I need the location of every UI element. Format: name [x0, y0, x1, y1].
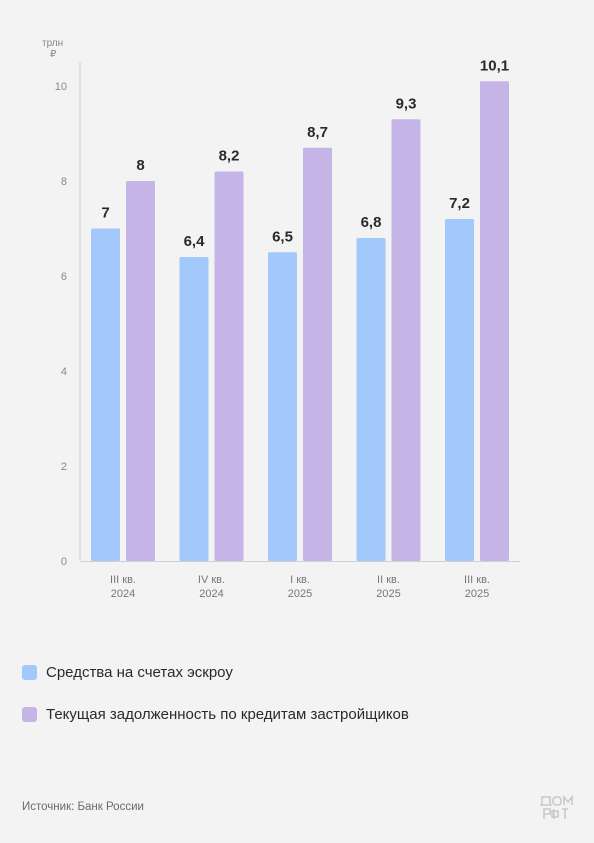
data-label: 6,4: [184, 233, 206, 250]
y-tick-label: 10: [55, 81, 67, 93]
x-tick-label-year: 2025: [376, 588, 400, 600]
data-label: 7: [101, 205, 109, 222]
legend-label-escrow: Средства на счетах эскроу: [46, 663, 233, 681]
y-unit-label-line: трлн: [42, 38, 63, 49]
y-tick-label: 0: [61, 556, 67, 568]
bar-escrow: [445, 219, 474, 561]
source-note: Источник: Банк России: [22, 801, 144, 813]
x-tick-label: II кв.: [377, 574, 400, 586]
data-label: 6,5: [272, 228, 293, 245]
legend-swatch-debt: [22, 706, 37, 722]
y-unit-label-line: ₽: [50, 49, 57, 60]
x-tick-label: IV кв.: [198, 574, 225, 586]
x-tick-label: III кв.: [110, 574, 136, 586]
y-tick-label: 2: [61, 461, 67, 473]
bar-debt: [391, 119, 421, 561]
legend-item-escrow: Средства на счетах эскроу: [22, 661, 409, 683]
bar-debt: [214, 171, 244, 561]
bar-escrow: [268, 252, 297, 561]
y-tick-label: 4: [61, 366, 67, 378]
legend-swatch-escrow: [22, 664, 37, 680]
x-tick-label-year: 2025: [288, 588, 312, 600]
bar-escrow: [179, 257, 209, 561]
y-unit-label: трлн ₽: [42, 38, 63, 60]
x-tick-label-year: 2025: [465, 588, 489, 600]
data-label: 8: [136, 157, 144, 174]
bar-debt: [303, 147, 332, 561]
data-label: 8,7: [307, 124, 328, 141]
bar-debt: [480, 81, 509, 561]
dom-rf-logo-icon: [540, 794, 573, 819]
data-label: 8,2: [219, 148, 240, 165]
x-tick-label: I кв.: [290, 574, 310, 586]
bar-debt: [126, 181, 155, 561]
data-label: 7,2: [449, 195, 470, 212]
legend-label-debt: Текущая задолженность по кредитам застро…: [46, 705, 409, 723]
data-label: 10,1: [480, 57, 509, 74]
x-tick-label-year: 2024: [199, 588, 223, 600]
bar-escrow: [356, 238, 386, 561]
y-tick-label: 6: [61, 271, 67, 283]
data-label: 9,3: [396, 95, 417, 112]
bar-escrow: [91, 228, 120, 561]
data-label: 6,8: [361, 214, 382, 231]
legend: Средства на счетах эскроу Текущая задолж…: [22, 661, 409, 745]
x-tick-label-year: 2024: [111, 588, 135, 600]
y-tick-label: 8: [61, 176, 67, 188]
x-tick-label: III кв.: [464, 574, 490, 586]
legend-item-debt: Текущая задолженность по кредитам застро…: [22, 703, 409, 725]
